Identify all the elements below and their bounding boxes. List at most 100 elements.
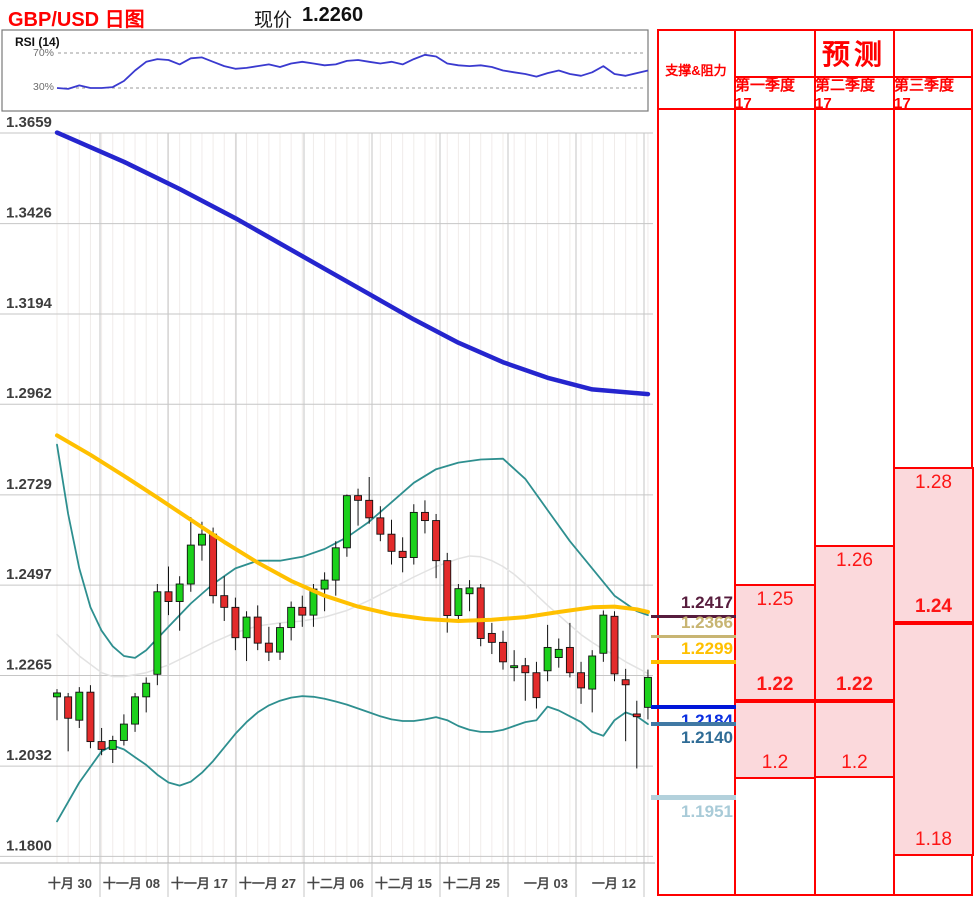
forecast-range-box-q2	[814, 545, 895, 778]
candle-bullish	[153, 583, 162, 686]
forecast-close-line-q3	[893, 620, 974, 625]
y-axis-tick-label: 1.1800	[6, 837, 52, 854]
candle-bearish	[432, 513, 441, 579]
candle-bearish	[632, 700, 641, 769]
candle-bullish	[510, 650, 519, 682]
quarter-header-q1: 第一季度 17	[735, 77, 796, 112]
candle-bullish	[287, 601, 296, 641]
quarter-header-q2: 第二季度 17	[815, 77, 876, 112]
rsi-30-tick-label: 30%	[32, 81, 54, 93]
current-price-value: 1.2260	[302, 4, 364, 26]
candle-bearish	[499, 630, 507, 670]
support-resistance-header: 支撑&阻力	[665, 62, 727, 78]
long-ma-line	[54, 130, 651, 397]
y-axis-tick-label: 1.3426	[6, 205, 52, 222]
candle-bearish	[231, 597, 240, 651]
rsi-indicator-label: RSI (14)	[15, 35, 60, 49]
forecast-low-value-q1: 1.2	[761, 751, 789, 773]
x-axis-tick-label: 十一月 08	[103, 876, 160, 891]
bollinger-middle-line	[56, 555, 649, 678]
candle-bearish	[421, 500, 429, 534]
candle-bullish	[331, 541, 340, 596]
candle-bullish	[175, 576, 184, 631]
candle-bullish	[588, 650, 597, 713]
candle-bearish	[365, 476, 374, 524]
panel-divider-col3	[893, 29, 895, 896]
candle-bearish	[298, 595, 307, 627]
candle-bullish	[276, 622, 284, 660]
sr-level-line-1.1951	[651, 795, 736, 800]
y-axis-labels: 1.3659 1.3426 1.3194 1.2962 1.2729 1.2497 1.22…	[6, 114, 53, 854]
candle-bullish	[409, 504, 418, 565]
x-axis-tick-label: 十二月 15	[375, 876, 432, 891]
x-axis-tick-label: 一月 12	[592, 876, 636, 891]
sr-level-line-1.2299	[651, 660, 736, 665]
candle-bearish	[209, 527, 218, 604]
x-axis-tick-label: 十二月 06	[307, 876, 364, 891]
candle-bullish	[454, 583, 463, 623]
candle-bullish	[108, 735, 117, 763]
candlesticks	[53, 476, 652, 769]
sr-level-value-1.2140: 1.2140	[681, 728, 733, 747]
rsi-line	[56, 53, 649, 90]
rsi-70-tick-label: 70%	[32, 47, 54, 59]
candle-bullish	[599, 610, 608, 662]
candle-bullish	[554, 638, 563, 668]
medium-ma-line	[55, 433, 650, 623]
y-axis-tick-label: 1.3659	[6, 114, 52, 131]
horizontal-gridlines	[0, 132, 653, 857]
candle-bearish	[610, 611, 619, 682]
candle-bearish	[577, 661, 585, 704]
forecast-range-box-q3	[893, 467, 974, 856]
candle-bearish	[86, 685, 95, 749]
forecast-close-value-q1: 1.22	[756, 673, 794, 695]
x-axis: 十月 30 十一月 08 十一月 17 十一月 27 十二月 06 十二月 15 十二月 2…	[0, 862, 655, 897]
candle-bullish	[320, 572, 329, 612]
candle-bearish	[376, 506, 385, 542]
candle-bearish	[97, 727, 106, 756]
candle-bearish	[253, 605, 262, 651]
candle-bearish	[220, 576, 229, 621]
forecast-high-value-q2: 1.26	[836, 550, 873, 572]
candle-bearish	[565, 622, 574, 678]
forecast-high-value-q3: 1.28	[915, 472, 952, 494]
y-axis-tick-label: 1.2729	[6, 476, 52, 493]
forecast-low-value-q3: 1.18	[915, 829, 952, 851]
candle-bullish	[53, 689, 61, 721]
panel-divider-forecast-header	[735, 76, 973, 78]
x-axis-tick-label: 十二月 25	[443, 876, 500, 891]
candle-bullish	[644, 669, 652, 720]
panel-border-right	[971, 29, 973, 896]
forecast-low-value-q2: 1.2	[841, 751, 868, 773]
y-axis-tick-label: 1.2032	[6, 747, 52, 764]
panel-divider-col1	[734, 29, 736, 896]
forecast-panel: 支撑&阻力 预测 第一季度 17 第二季度 17 第三季度 17 1.25 1.2…	[651, 29, 974, 896]
sr-level-value-1.1951: 1.1951	[681, 802, 733, 821]
bollinger-upper-line	[56, 443, 649, 659]
x-axis-tick-label: 十一月 27	[239, 876, 296, 891]
sr-level-line-1.2140	[651, 722, 736, 726]
y-axis-tick-label: 1.2265	[6, 656, 52, 673]
x-axis-tick-label: 十月 30	[48, 876, 92, 891]
sr-level-value-1.2417: 1.2417	[681, 593, 733, 612]
candle-bearish	[476, 583, 485, 647]
candle-bullish	[75, 687, 84, 728]
y-axis-tick-label: 1.2497	[6, 566, 52, 583]
forecast-close-value-q3: 1.24	[915, 595, 952, 617]
candle-bullish	[465, 580, 474, 612]
rsi-panel	[1, 29, 649, 112]
candle-bullish	[131, 692, 140, 732]
candle-bullish	[242, 611, 251, 662]
forecast-close-value-q2: 1.22	[836, 673, 873, 695]
candle-bearish	[532, 661, 541, 709]
candle-bullish	[186, 517, 195, 592]
panel-border-left	[657, 29, 659, 896]
candle-bearish	[164, 566, 173, 616]
page-title: GBP/USD 日图	[8, 9, 145, 31]
candle-bearish	[264, 626, 273, 662]
candle-bearish	[354, 488, 362, 526]
candle-bearish	[487, 622, 496, 655]
candle-bullish	[342, 494, 351, 557]
forecast-close-line-q2	[814, 698, 895, 703]
